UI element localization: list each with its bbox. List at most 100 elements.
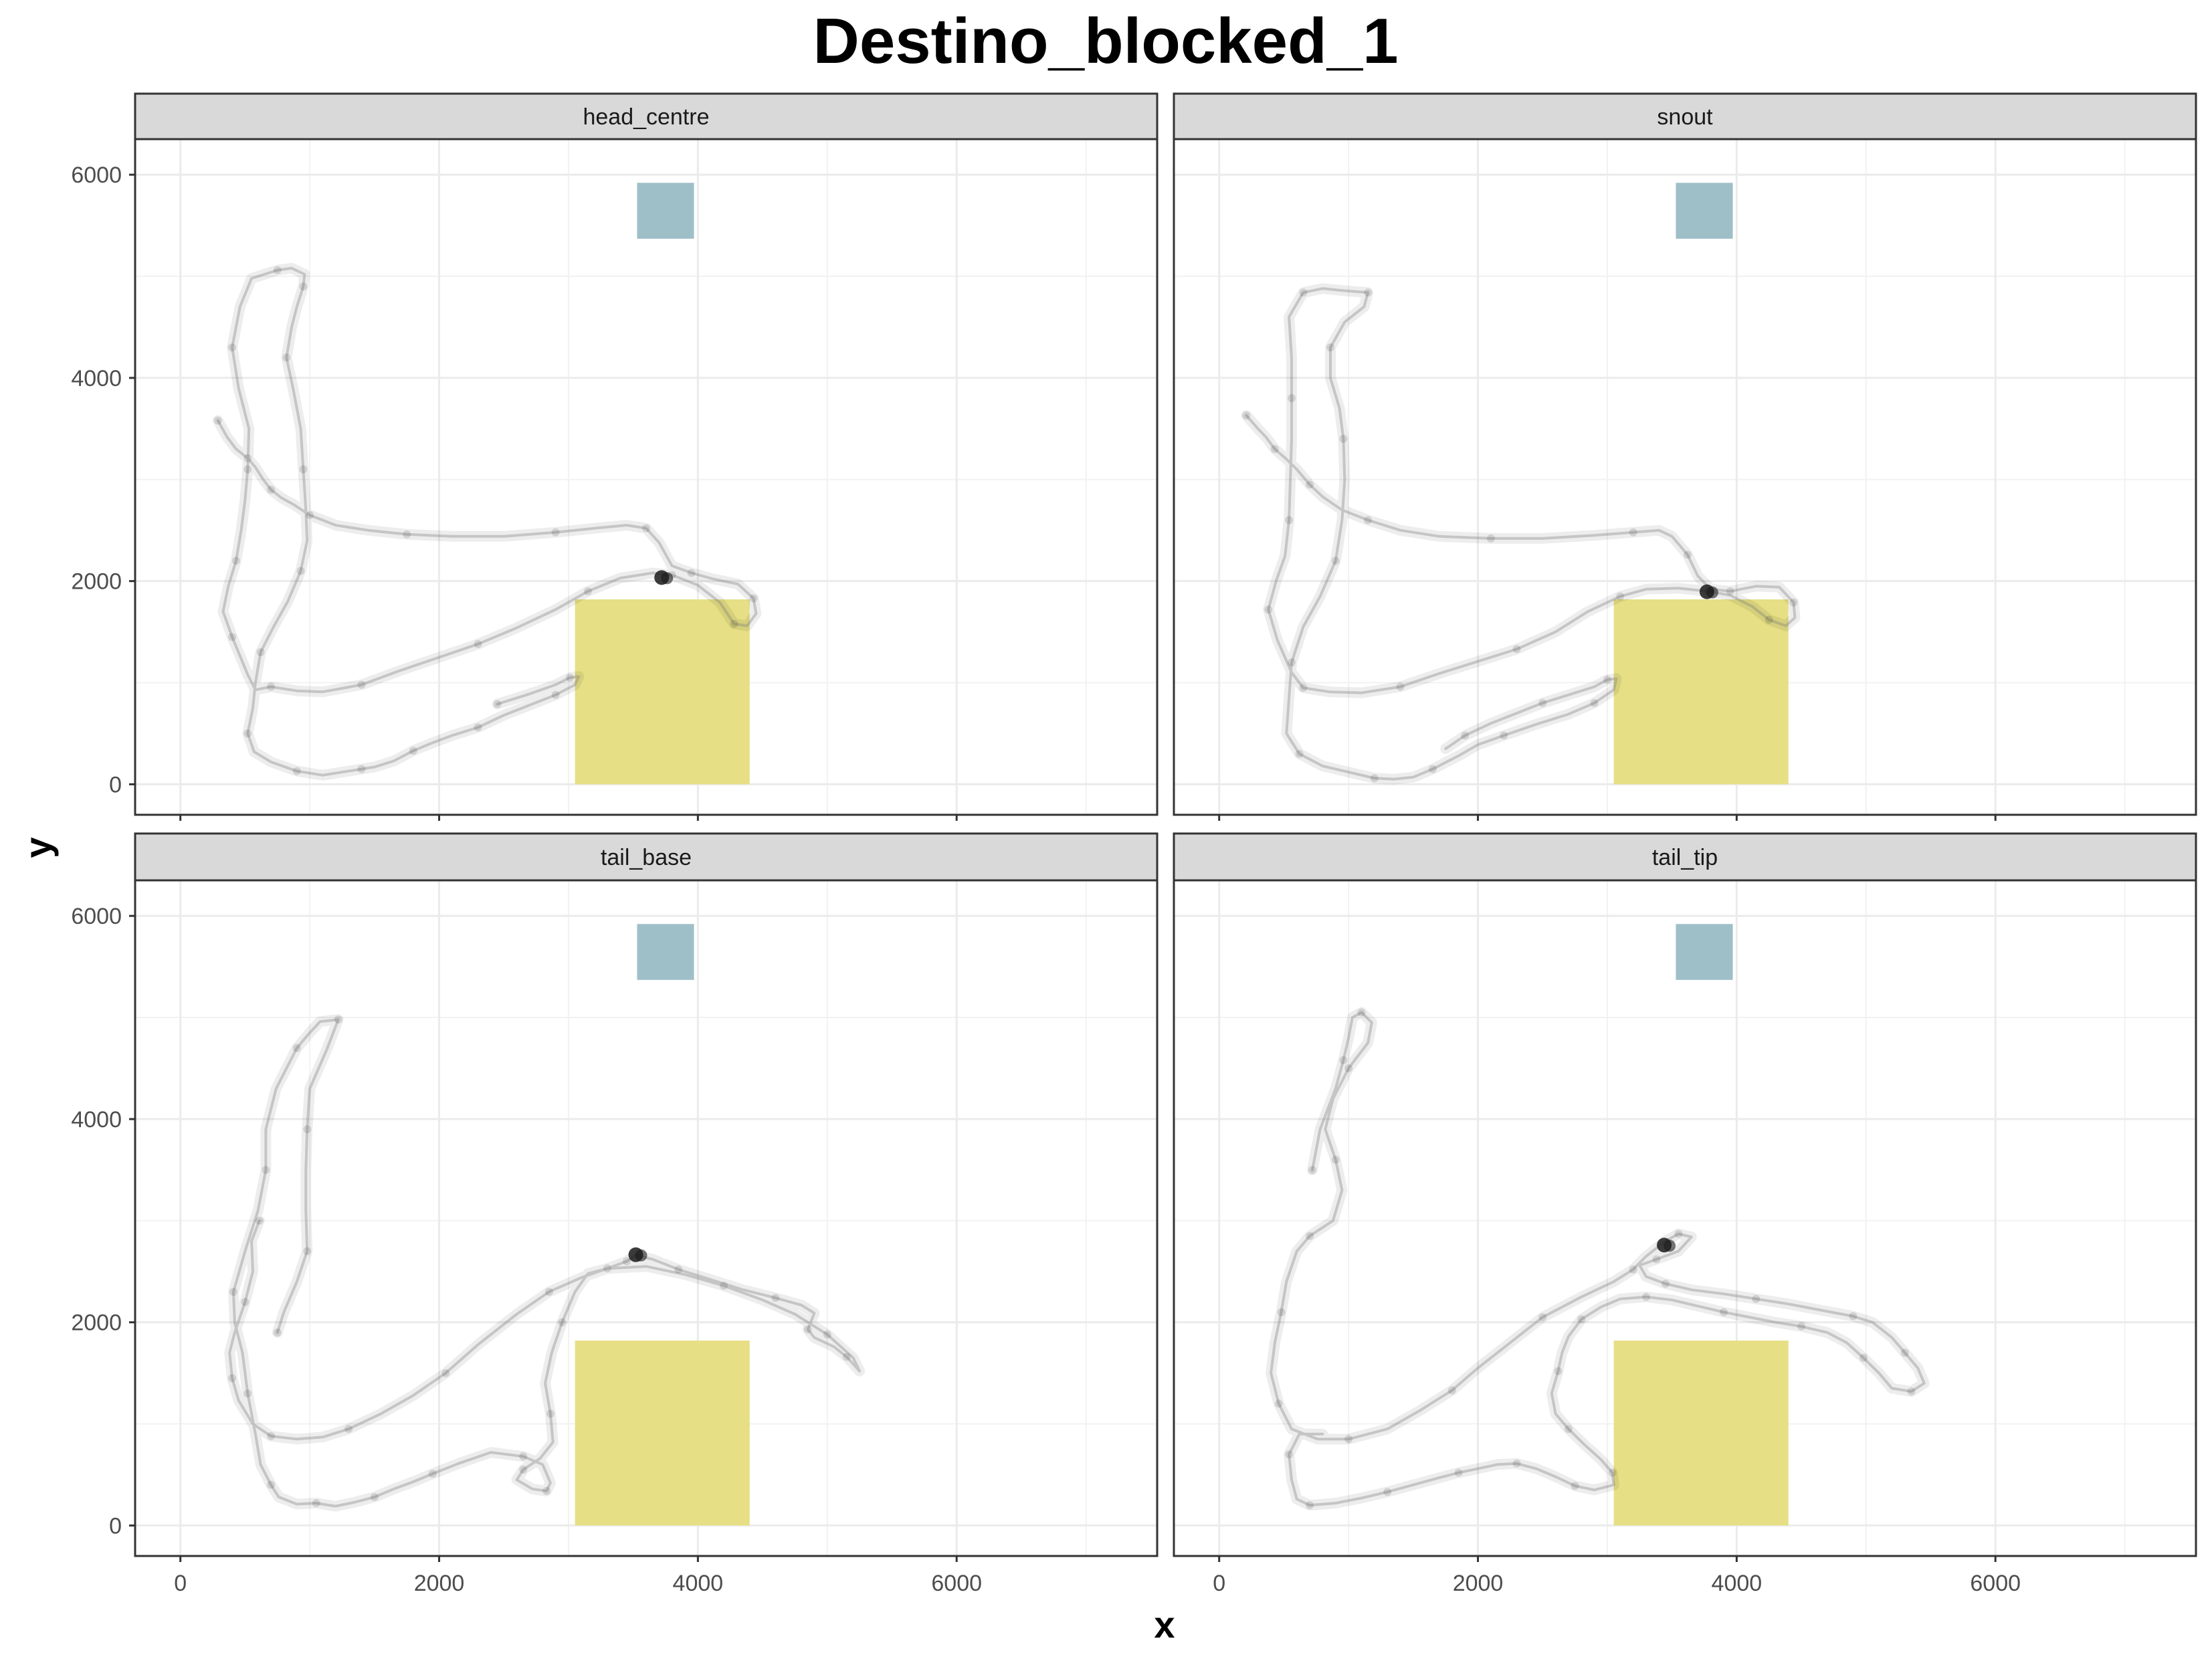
trajectory-point [1461, 731, 1470, 740]
y-tick-label: 6000 [71, 163, 122, 188]
trajectory-point [303, 1125, 312, 1134]
y-tick-label: 6000 [71, 904, 122, 929]
trajectory-point [687, 569, 696, 577]
trajectory-point [493, 700, 502, 708]
trajectory-point [1274, 1399, 1283, 1408]
trajectory-point [1907, 1387, 1916, 1395]
trajectory-point [1590, 698, 1599, 707]
blue-zone [1676, 924, 1733, 980]
trajectory-point [1789, 598, 1798, 607]
point-cluster [661, 572, 674, 585]
trajectory-point [243, 729, 252, 738]
trajectory-point [267, 1432, 276, 1440]
trajectory-point [428, 1469, 437, 1478]
trajectory-point [1370, 774, 1379, 783]
trajectory-point [730, 619, 738, 628]
x-axis-label: x [1154, 1603, 1175, 1646]
yellow-zone [575, 1341, 750, 1526]
trajectory-point [1900, 1349, 1909, 1357]
x-tick-label: 2000 [414, 1571, 465, 1596]
trajectory-point [228, 633, 237, 642]
trajectory-halo [1266, 1007, 1930, 1511]
trajectory-point [551, 690, 560, 699]
trajectory-point [334, 1015, 342, 1024]
blue-zone [637, 183, 694, 239]
trajectory-point [1608, 1468, 1617, 1477]
trajectory-point [1629, 1265, 1637, 1274]
trajectory-point [306, 510, 314, 519]
trajectory-point [1364, 516, 1373, 524]
trajectory-point [474, 723, 482, 732]
trajectory-point [1242, 411, 1251, 420]
trajectory-point [1641, 1292, 1650, 1301]
trajectory-point [231, 557, 240, 565]
trajectory-point [1331, 1155, 1340, 1164]
facet-strip [134, 832, 1159, 882]
trajectory-point [243, 454, 252, 462]
y-tick-label: 0 [109, 772, 122, 797]
panel-snout: snout [1173, 92, 2197, 821]
trajectory-point [1674, 1230, 1683, 1238]
trajectory-point [1765, 615, 1773, 624]
trajectory-point [558, 1318, 567, 1327]
trajectory-point [296, 567, 305, 575]
trajectory-point [267, 682, 276, 691]
trajectory-point [1726, 587, 1734, 595]
trajectory-point [243, 465, 252, 474]
trajectory-point [1299, 684, 1308, 692]
facet-strip [134, 92, 1159, 140]
trajectory-point [255, 1216, 264, 1225]
y-tick-label: 4000 [71, 1107, 122, 1133]
trajectory-point [1538, 1313, 1547, 1322]
trajectory-point [267, 1480, 276, 1489]
trajectory-point [1554, 1367, 1563, 1375]
trajectory-point [720, 1282, 728, 1290]
trajectory-point [1277, 1308, 1286, 1316]
facet-label: snout [1657, 104, 1713, 130]
trajectory-point [228, 1374, 237, 1383]
blue-zone [1676, 183, 1733, 239]
trajectory-point [1270, 445, 1279, 454]
trajectory-point [1295, 749, 1304, 758]
trajectory-point [551, 528, 560, 536]
trajectory-point [1500, 731, 1508, 740]
trajectory-point [1308, 1165, 1316, 1174]
trajectory-point [1344, 1435, 1353, 1444]
trajectory-line [1245, 287, 1797, 781]
trajectory-point [1288, 658, 1296, 667]
trajectory-point [1447, 1386, 1456, 1395]
x-tick-label: 2000 [1453, 1571, 1504, 1596]
trajectory-point [674, 1265, 683, 1274]
trajectory-point [241, 1298, 249, 1306]
point-cluster [1706, 586, 1718, 599]
trajectory-point [749, 594, 758, 603]
trajectory-point [1797, 1322, 1806, 1331]
trajectory-point [267, 485, 276, 494]
yellow-zone [1613, 599, 1789, 785]
y-tick-label: 2000 [71, 569, 122, 595]
trajectory-point [1683, 551, 1692, 559]
trajectory-point [1454, 1468, 1463, 1477]
trajectory-point [1326, 343, 1335, 352]
chart-title: Destino_blocked_1 [813, 5, 1399, 77]
trajectory-point [1285, 1450, 1294, 1459]
trajectory-point [303, 1247, 312, 1256]
x-tick-label: 0 [174, 1571, 187, 1596]
x-tick-label: 6000 [931, 1571, 982, 1596]
trajectory-point [282, 353, 291, 362]
trajectory-point [1364, 288, 1373, 297]
trajectory-point [842, 1353, 851, 1361]
trajectory-point [292, 1044, 301, 1052]
trajectory-point [1396, 682, 1405, 691]
trajectory-point [273, 1328, 282, 1337]
facet-label: head_centre [583, 104, 709, 130]
trajectory-point [1486, 534, 1495, 543]
trajectory-point [1428, 765, 1437, 773]
trajectory-halo [224, 1014, 866, 1512]
y-tick-label: 4000 [71, 366, 122, 391]
trajectory-point [1720, 1308, 1728, 1316]
trajectory-point [1285, 516, 1294, 524]
trajectory-point [1331, 557, 1340, 565]
trajectory-point [299, 282, 308, 291]
